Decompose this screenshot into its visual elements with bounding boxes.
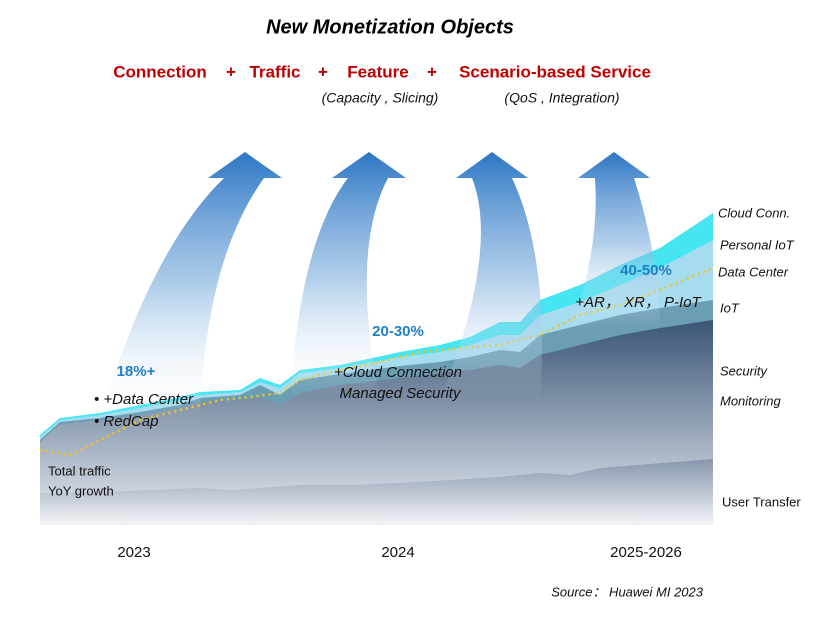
layer-label: Security (720, 363, 768, 378)
layer-label: User Transfer (722, 494, 801, 509)
arrow (570, 152, 660, 330)
title: New Monetization Objects (266, 16, 514, 38)
arrow (290, 152, 406, 400)
formula-term: Scenario-based Service (459, 62, 651, 81)
annotation: • +Data Center (94, 391, 194, 408)
growth-label: 18%+ (117, 363, 156, 380)
layer-label: Personal IoT (720, 237, 795, 252)
period-label: 2023 (117, 544, 150, 561)
growth-label: 40-50% (620, 262, 672, 279)
formula-operator: + (318, 62, 328, 81)
left-label: Total traffic (48, 463, 111, 478)
arrow (440, 152, 543, 400)
annotation: • RedCap (94, 413, 158, 430)
layer-label: IoT (720, 300, 740, 315)
period-label: 2024 (381, 544, 414, 561)
user-layer (40, 459, 713, 525)
arrow (100, 152, 282, 420)
annotation: +AR， XR， P-IoT (575, 294, 702, 311)
annotation: +Cloud Connection (334, 364, 462, 381)
source: Source： Huawei MI 2023 (551, 584, 704, 599)
formula-detail: (Capacity , Slicing) (322, 90, 439, 106)
period-label: 2025-2026 (610, 544, 682, 561)
growth-label: 20-30% (372, 323, 424, 340)
formula-term: Traffic (249, 62, 300, 81)
layer-label: Monitoring (720, 393, 781, 408)
annotation: Managed Security (340, 385, 462, 402)
formula-term: Connection (113, 62, 207, 81)
formula-operator: + (427, 62, 437, 81)
formula-detail: (QoS , Integration) (504, 90, 619, 106)
left-label: YoY growth (48, 483, 114, 498)
formula-term: Feature (347, 62, 408, 81)
arrows (100, 152, 660, 420)
layer-label: Data Center (718, 264, 789, 279)
layer-label: Cloud Conn. (718, 205, 790, 220)
formula-operator: + (226, 62, 236, 81)
